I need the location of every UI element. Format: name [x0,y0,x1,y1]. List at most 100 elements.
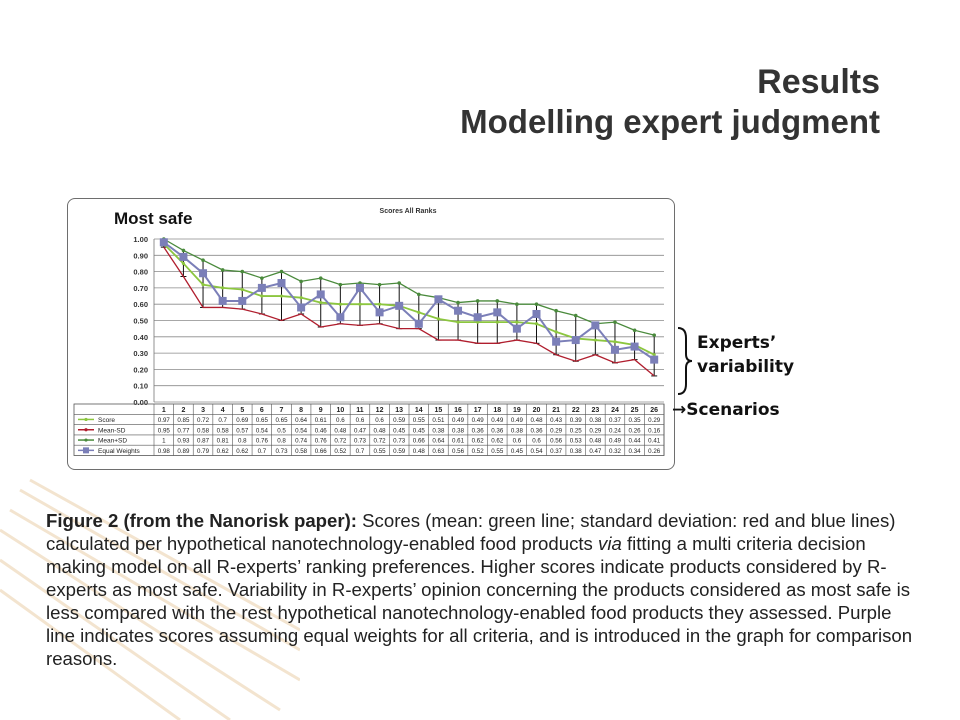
mean-plus-sd-point [534,302,539,306]
series-line-score [163,243,655,356]
data-table-value: 0.49 [452,417,465,424]
score-point [221,286,225,290]
score-point [456,320,460,324]
x-category-label: 4 [221,407,225,414]
data-table-value: 0.61 [315,417,328,424]
data-table-value: 0.69 [236,417,249,424]
data-table-value: 0.98 [158,448,171,455]
score-point [476,320,480,324]
score-point [338,302,342,306]
data-table-value: 0.95 [158,427,171,434]
data-table-value: 0.38 [570,448,583,455]
x-category-label: 26 [650,407,658,414]
x-category-label: 2 [181,407,185,414]
x-category-label: 8 [299,407,303,414]
data-table-value: 0.26 [648,448,661,455]
x-category-label: 20 [533,407,541,414]
equal-weights-point [454,306,463,315]
data-table-value: 0.85 [177,417,190,424]
data-table-value: 0.47 [589,448,602,455]
background-stripes [0,478,300,720]
equal-weights-point [159,238,168,247]
mean-plus-sd-point [318,276,323,280]
data-table-value: 0.87 [197,438,210,445]
data-table-value: 0.73 [354,438,367,445]
mean-plus-sd-point [201,258,205,262]
data-table-value: 0.58 [197,427,210,434]
data-table-value: 0.44 [629,438,642,445]
mean-plus-sd-point [220,268,225,272]
legend-swatch-marker [84,438,88,442]
line-chart: Most safe Scores All Ranks 0.00 0.10 0.20 0.3… [73,208,665,456]
data-table-value: 0.56 [452,448,465,455]
data-table-value: 0.54 [256,427,269,434]
data-table-value: 0.64 [295,417,308,424]
score-point [613,340,617,344]
y-tick-label: 0.40 [133,333,148,342]
data-table-value: 0.63 [432,448,445,455]
data-table-value: 0.6 [532,438,541,445]
equal-weights-point [297,303,306,312]
data-table-value: 0.16 [648,427,661,434]
y-tick-label: 1.00 [133,235,148,244]
data-table-value: 0.54 [530,448,543,455]
equal-weights-point [375,308,384,317]
data-table-value: 0.66 [413,438,426,445]
mean-plus-sd-point [573,313,578,318]
equal-weights-point [591,321,600,330]
data-table-value: 0.24 [609,427,622,434]
data-table-value: 0.59 [393,448,406,455]
equal-weights-point [473,313,482,322]
series-line-mean-plus-sd [163,238,655,336]
y-tick-label: 0.20 [133,365,148,374]
equal-weights-point [277,279,286,288]
x-category-label: 18 [493,407,501,414]
data-table-value: 0.45 [413,427,426,434]
data-table-value: 0.62 [217,448,230,455]
score-point [279,294,284,298]
data-table-value: 0.72 [197,417,210,424]
data-table-value: 0.65 [256,417,269,424]
data-table-value: 0.38 [511,427,524,434]
data-table-value: 0.73 [275,448,288,455]
data-table-value: 0.38 [589,417,602,424]
y-tick-label: 0.10 [133,382,148,391]
legend-swatch-marker [84,417,88,422]
mean-plus-sd-point [279,269,284,274]
equal-weights-point [434,295,443,304]
chart-frame: Most safe Scores All Ranks 0.00 0.10 0.20 0.3… [67,198,675,470]
caption-text-1: Scores (mean: green line; standard devia… [46,510,896,554]
y-tick-label: 0.90 [133,251,148,260]
equal-weights-point [179,252,188,261]
score-point [515,320,519,324]
data-table-value: 0.65 [275,417,288,424]
caption-italic: via [598,533,622,554]
data-table-value: 0.58 [295,448,308,455]
data-table-value: 0.66 [315,448,328,455]
y-tick-label: 0.50 [133,317,148,326]
equal-weights-point [571,336,580,345]
data-table-value: 0.52 [334,448,347,455]
chart-title: Scores All Ranks [380,208,437,215]
data-table-value: 0.56 [550,438,563,445]
equal-weights-point [552,337,561,346]
data-table-value: 0.58 [217,427,230,434]
data-table-value: 0.47 [354,427,367,434]
data-table-value: 0.6 [375,417,384,424]
figure-caption: Figure 2 (from the Nanorisk paper): Scor… [46,509,916,670]
x-category-label: 16 [454,407,462,414]
slide-title: Results [757,63,880,101]
equal-weights-point [532,309,541,318]
x-category-label: 3 [201,407,205,414]
variability-brace-icon [677,327,693,395]
data-table-value: 0.45 [393,427,406,434]
data-table-value: 0.73 [393,438,406,445]
mean-plus-sd-point [397,281,401,285]
mean-plus-sd-point [417,292,421,297]
x-category-label: 11 [356,407,364,414]
data-table-value: 0.79 [197,448,210,455]
data-table-value: 0.7 [356,448,365,455]
score-point [495,320,499,324]
mean-plus-sd-point [299,279,303,284]
data-table-value: 0.49 [511,417,524,424]
